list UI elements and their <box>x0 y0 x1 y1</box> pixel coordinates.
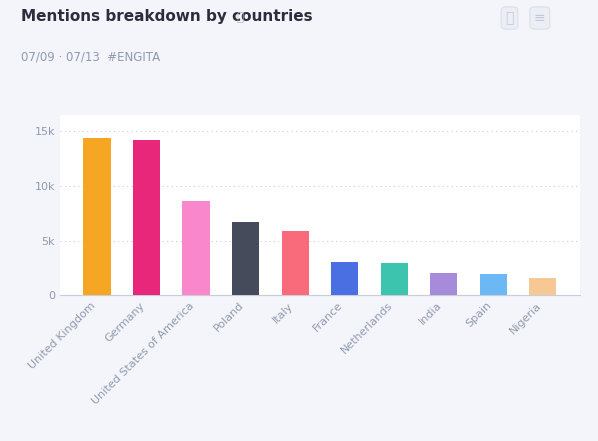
Text: ⓘ: ⓘ <box>236 11 243 24</box>
Bar <box>331 262 358 295</box>
Text: Mentions breakdown by countries: Mentions breakdown by countries <box>21 9 313 24</box>
Bar <box>133 140 160 295</box>
Text: ⤓: ⤓ <box>505 11 514 25</box>
Bar <box>282 231 309 295</box>
Text: 07/09 · 07/13  #ENGITA: 07/09 · 07/13 #ENGITA <box>21 51 160 64</box>
Bar <box>529 278 556 295</box>
Bar <box>84 138 111 295</box>
Bar <box>182 201 210 295</box>
Text: ≡: ≡ <box>534 11 545 25</box>
Bar <box>480 274 507 295</box>
Bar <box>430 273 457 295</box>
Bar <box>380 263 408 295</box>
Bar <box>232 222 260 295</box>
